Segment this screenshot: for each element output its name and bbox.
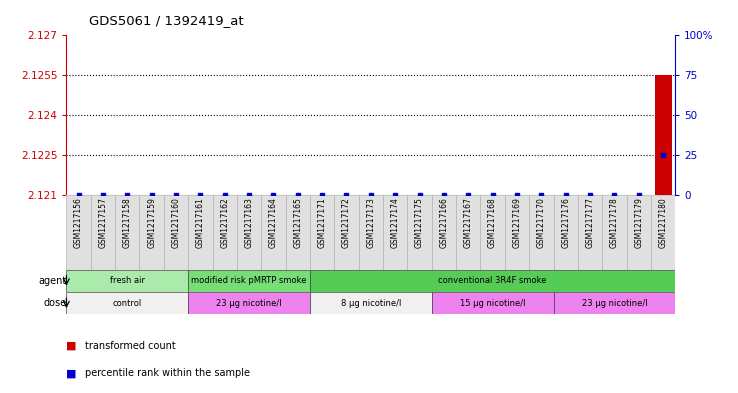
Text: GSM1217166: GSM1217166 <box>439 197 449 248</box>
Bar <box>139 195 164 270</box>
Bar <box>188 292 310 314</box>
Bar <box>456 195 480 270</box>
Text: ■: ■ <box>66 368 77 378</box>
Text: GSM1217176: GSM1217176 <box>561 197 570 248</box>
Text: 23 μg nicotine/l: 23 μg nicotine/l <box>216 299 282 308</box>
Bar <box>66 270 188 292</box>
Bar <box>261 195 286 270</box>
Bar <box>237 195 261 270</box>
Bar <box>578 195 602 270</box>
Text: GDS5061 / 1392419_at: GDS5061 / 1392419_at <box>89 15 244 28</box>
Bar <box>66 195 91 270</box>
Bar <box>602 195 627 270</box>
Text: GSM1217177: GSM1217177 <box>585 197 595 248</box>
Text: GSM1217161: GSM1217161 <box>196 197 205 248</box>
Text: GSM1217168: GSM1217168 <box>488 197 497 248</box>
Bar <box>66 292 188 314</box>
Bar <box>164 195 188 270</box>
Text: GSM1217174: GSM1217174 <box>390 197 400 248</box>
Text: GSM1217179: GSM1217179 <box>634 197 644 248</box>
Text: GSM1217180: GSM1217180 <box>658 197 668 248</box>
Bar <box>213 195 237 270</box>
Bar <box>480 195 505 270</box>
Text: conventional 3R4F smoke: conventional 3R4F smoke <box>438 276 547 285</box>
Bar <box>359 195 383 270</box>
Text: GSM1217169: GSM1217169 <box>512 197 522 248</box>
Text: GSM1217172: GSM1217172 <box>342 197 351 248</box>
Text: GSM1217159: GSM1217159 <box>147 197 156 248</box>
Text: GSM1217163: GSM1217163 <box>244 197 254 248</box>
Text: modified risk pMRTP smoke: modified risk pMRTP smoke <box>191 276 307 285</box>
Text: agent: agent <box>38 276 66 286</box>
Text: ■: ■ <box>66 341 77 351</box>
Text: GSM1217158: GSM1217158 <box>123 197 132 248</box>
Text: GSM1217156: GSM1217156 <box>74 197 83 248</box>
Text: transformed count: transformed count <box>85 341 176 351</box>
Text: GSM1217162: GSM1217162 <box>220 197 230 248</box>
Text: GSM1217171: GSM1217171 <box>317 197 327 248</box>
Text: GSM1217173: GSM1217173 <box>366 197 376 248</box>
Bar <box>310 270 675 292</box>
Bar <box>407 195 432 270</box>
Bar <box>310 292 432 314</box>
Text: fresh air: fresh air <box>110 276 145 285</box>
Bar <box>286 195 310 270</box>
Text: GSM1217164: GSM1217164 <box>269 197 278 248</box>
Text: 15 μg nicotine/l: 15 μg nicotine/l <box>460 299 525 308</box>
Text: GSM1217167: GSM1217167 <box>463 197 473 248</box>
Bar <box>529 195 554 270</box>
Bar <box>310 195 334 270</box>
Bar <box>432 292 554 314</box>
Bar <box>651 195 675 270</box>
Bar <box>505 195 529 270</box>
Text: dose: dose <box>43 298 66 308</box>
Bar <box>188 270 310 292</box>
Bar <box>432 195 456 270</box>
Bar <box>188 195 213 270</box>
Bar <box>334 195 359 270</box>
Text: control: control <box>113 299 142 308</box>
Bar <box>91 195 115 270</box>
Text: GSM1217175: GSM1217175 <box>415 197 424 248</box>
Text: GSM1217160: GSM1217160 <box>171 197 181 248</box>
Text: GSM1217170: GSM1217170 <box>537 197 546 248</box>
Text: 8 μg nicotine/l: 8 μg nicotine/l <box>341 299 401 308</box>
Bar <box>383 195 407 270</box>
Bar <box>554 195 578 270</box>
Text: 23 μg nicotine/l: 23 μg nicotine/l <box>582 299 647 308</box>
Text: GSM1217178: GSM1217178 <box>610 197 619 248</box>
Text: GSM1217165: GSM1217165 <box>293 197 303 248</box>
Bar <box>554 292 675 314</box>
Bar <box>627 195 651 270</box>
Text: percentile rank within the sample: percentile rank within the sample <box>85 368 250 378</box>
Text: GSM1217157: GSM1217157 <box>98 197 108 248</box>
Bar <box>115 195 139 270</box>
Bar <box>655 75 672 195</box>
